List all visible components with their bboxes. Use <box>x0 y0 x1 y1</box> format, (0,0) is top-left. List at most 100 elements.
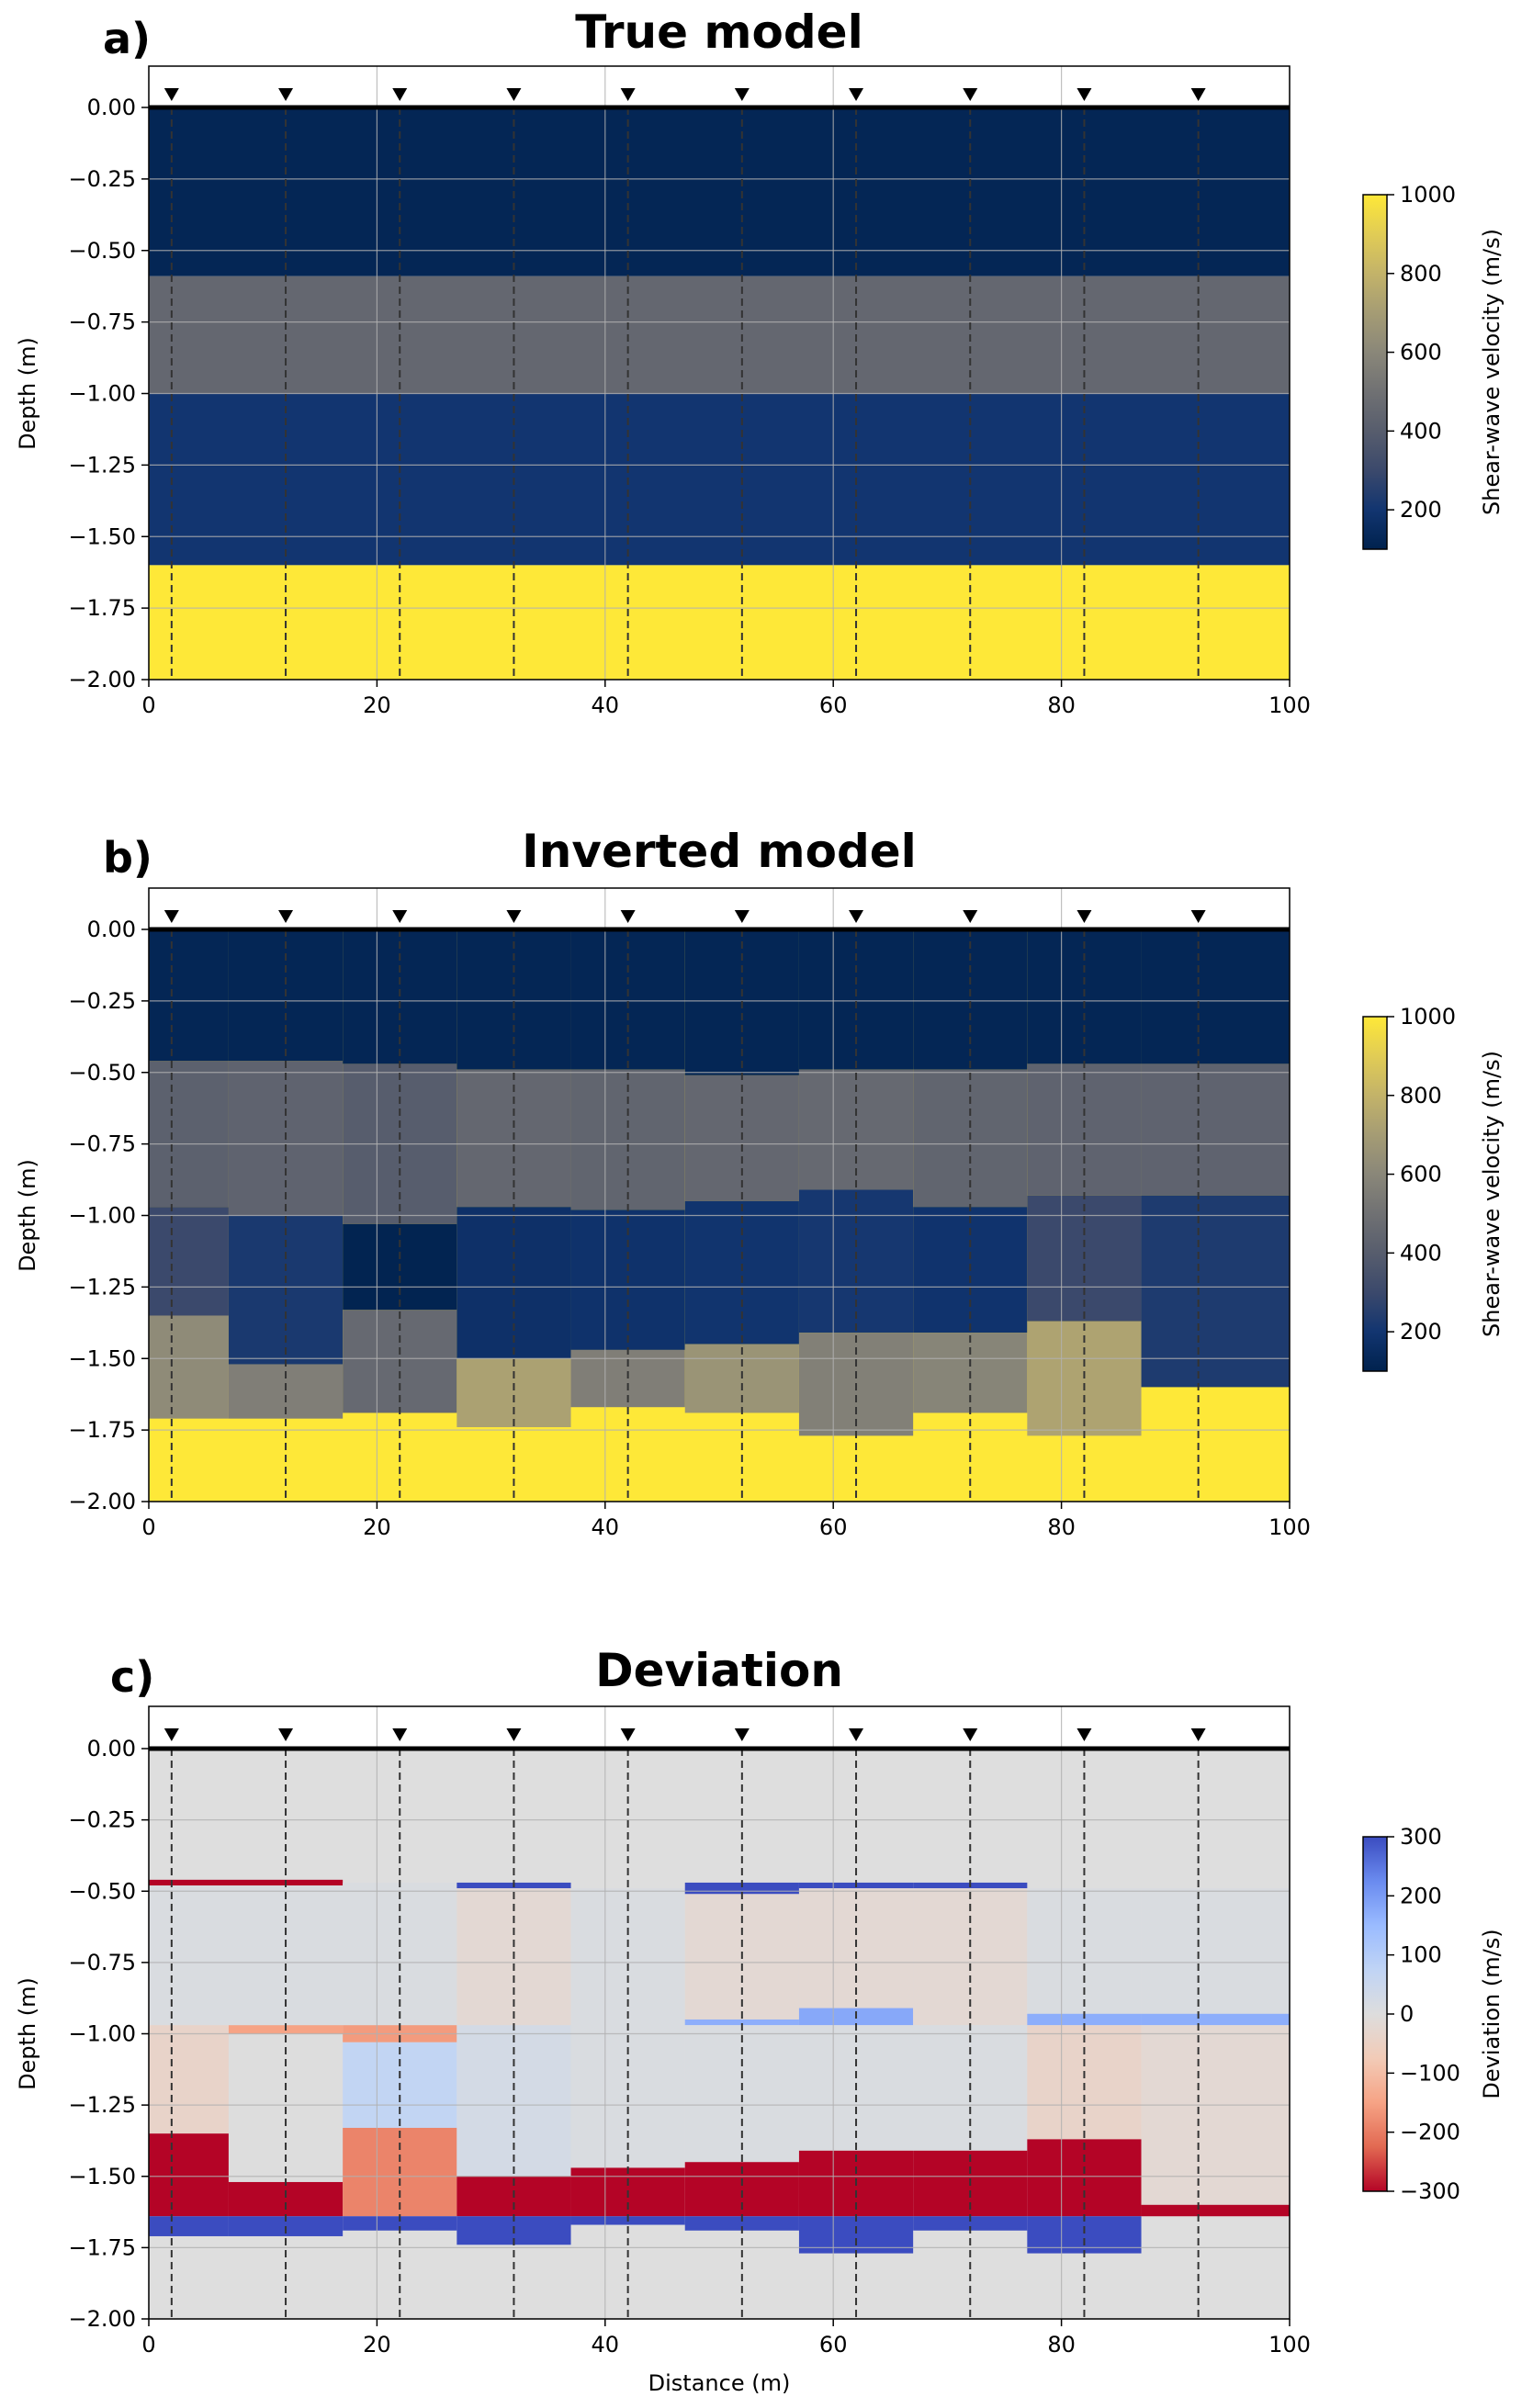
model-cell <box>149 2025 229 2134</box>
colorbar-tick-label: 0 <box>1400 2001 1414 2027</box>
x-tick-label: 40 <box>592 2332 620 2357</box>
model-cell <box>570 929 685 1070</box>
model-cell <box>798 929 914 1070</box>
y-tick-label: −2.00 <box>68 667 136 692</box>
y-tick-label: −0.75 <box>68 1950 136 1975</box>
x-tick-label: 40 <box>592 1514 620 1540</box>
x-tick-label: 20 <box>363 1514 391 1540</box>
y-axis-label: Depth (m) <box>15 337 40 450</box>
receiver-marker-icon <box>278 88 294 101</box>
colorbar-tick-label: 400 <box>1400 418 1442 444</box>
model-cell <box>684 2025 799 2163</box>
y-tick-label: −0.75 <box>68 1131 136 1157</box>
receiver-marker-icon <box>506 910 522 923</box>
model-cell <box>149 2133 229 2217</box>
panel-label: a) <box>103 14 151 63</box>
colorbar-tick-label: 600 <box>1400 1162 1442 1187</box>
model-cell <box>1141 929 1290 1064</box>
colorbar <box>1362 1836 1388 2192</box>
model-cell <box>1141 1888 1290 2014</box>
receiver-marker-icon <box>963 1728 978 1741</box>
model-cell <box>798 1189 914 1333</box>
colorbar-label: Shear-wave velocity (m/s) <box>1479 1051 1505 1337</box>
y-tick-label: −1.75 <box>68 595 136 621</box>
receiver-marker-icon <box>506 88 522 101</box>
receiver-marker-icon <box>1190 910 1206 923</box>
model-cell <box>1027 2013 1142 2026</box>
receiver-marker-icon <box>963 88 978 101</box>
receiver-marker-icon <box>963 910 978 923</box>
y-tick-label: −1.00 <box>68 381 136 407</box>
x-tick-label: 60 <box>819 2332 848 2357</box>
receiver-marker-icon <box>734 1728 750 1741</box>
model-cell <box>684 2019 799 2026</box>
model-cell <box>228 2181 344 2217</box>
receiver-marker-icon <box>392 1728 408 1741</box>
colorbar-tick-label: −200 <box>1400 2120 1460 2145</box>
model-cell <box>457 1358 571 1428</box>
colorbar-tick-label: 300 <box>1400 1824 1442 1850</box>
y-tick-label: −1.25 <box>68 2092 136 2118</box>
y-tick-label: −0.50 <box>68 1060 136 1086</box>
colorbar-tick-label: 800 <box>1400 1083 1442 1108</box>
y-tick-label: −1.00 <box>68 1203 136 1229</box>
model-cell <box>1141 2025 1290 2205</box>
y-tick-label: −1.00 <box>68 2021 136 2047</box>
axes-frame <box>148 65 1291 681</box>
colorbar-tick-label: 1000 <box>1400 1004 1456 1030</box>
colorbar-tick-label: 200 <box>1400 1319 1442 1345</box>
receiver-marker-icon <box>506 1728 522 1741</box>
x-tick-label: 80 <box>1047 2332 1076 2357</box>
x-tick-label: 80 <box>1047 1514 1076 1540</box>
receiver-marker-icon <box>278 1728 294 1741</box>
x-tick-label: 60 <box>819 692 848 718</box>
x-tick-label: 40 <box>592 692 620 718</box>
receiver-marker-icon <box>1076 910 1092 923</box>
x-tick-label: 0 <box>141 2332 155 2357</box>
receiver-marker-icon <box>1076 88 1092 101</box>
model-cell <box>343 2216 457 2231</box>
receiver-marker-icon <box>734 910 750 923</box>
colorbar <box>1362 194 1388 550</box>
x-axis-label: Distance (m) <box>648 2370 791 2396</box>
panel-inverted-model: 0 20 40 60 80 100 0.00 −0.25 −0.50 −0.75 −1.00 −1.2… <box>15 825 1505 1540</box>
chart-title: Inverted model <box>522 825 917 878</box>
x-tick-label: 100 <box>1268 2332 1311 2357</box>
y-tick-label: −0.25 <box>68 988 136 1014</box>
model-cell <box>149 1879 344 1886</box>
receiver-marker-icon <box>620 910 636 923</box>
colorbar-tick-label: 400 <box>1400 1240 1442 1266</box>
model-cell <box>149 565 1290 680</box>
receiver-marker-icon <box>278 910 294 923</box>
receiver-marker-icon <box>849 88 864 101</box>
y-tick-label: −0.50 <box>68 1878 136 1904</box>
x-tick-label: 20 <box>363 2332 391 2357</box>
chart-title: True model <box>575 6 862 59</box>
y-tick-label: −1.75 <box>68 1417 136 1443</box>
model-cell <box>149 1061 229 1208</box>
y-axis-label: Depth (m) <box>15 1159 40 1272</box>
receiver-marker-icon <box>392 910 408 923</box>
y-tick-label: −2.00 <box>68 1489 136 1514</box>
model-cell <box>457 929 571 1070</box>
y-tick-label: −0.25 <box>68 1807 136 1833</box>
model-cell <box>1141 1063 1290 1196</box>
y-tick-label: 0.00 <box>87 917 136 942</box>
model-cell <box>149 276 1290 394</box>
y-tick-label: −2.00 <box>68 2306 136 2332</box>
colorbar <box>1362 1016 1388 1372</box>
panel-label: c) <box>110 1652 154 1702</box>
model-cell <box>149 107 1290 276</box>
receiver-marker-icon <box>163 88 179 101</box>
axes-frame <box>148 887 1291 1502</box>
colorbar-label: Shear-wave velocity (m/s) <box>1479 229 1505 515</box>
colorbar-tick-label: 800 <box>1400 261 1442 287</box>
axes-frame <box>148 1705 1291 2320</box>
model-cell <box>684 2216 799 2231</box>
receiver-marker-icon <box>1190 1728 1206 1741</box>
x-tick-label: 80 <box>1047 692 1076 718</box>
y-axis-label: Depth (m) <box>15 1977 40 2090</box>
colorbar-tick-label: −100 <box>1400 2060 1460 2086</box>
colorbar-label: Deviation (m/s) <box>1479 1929 1505 2099</box>
